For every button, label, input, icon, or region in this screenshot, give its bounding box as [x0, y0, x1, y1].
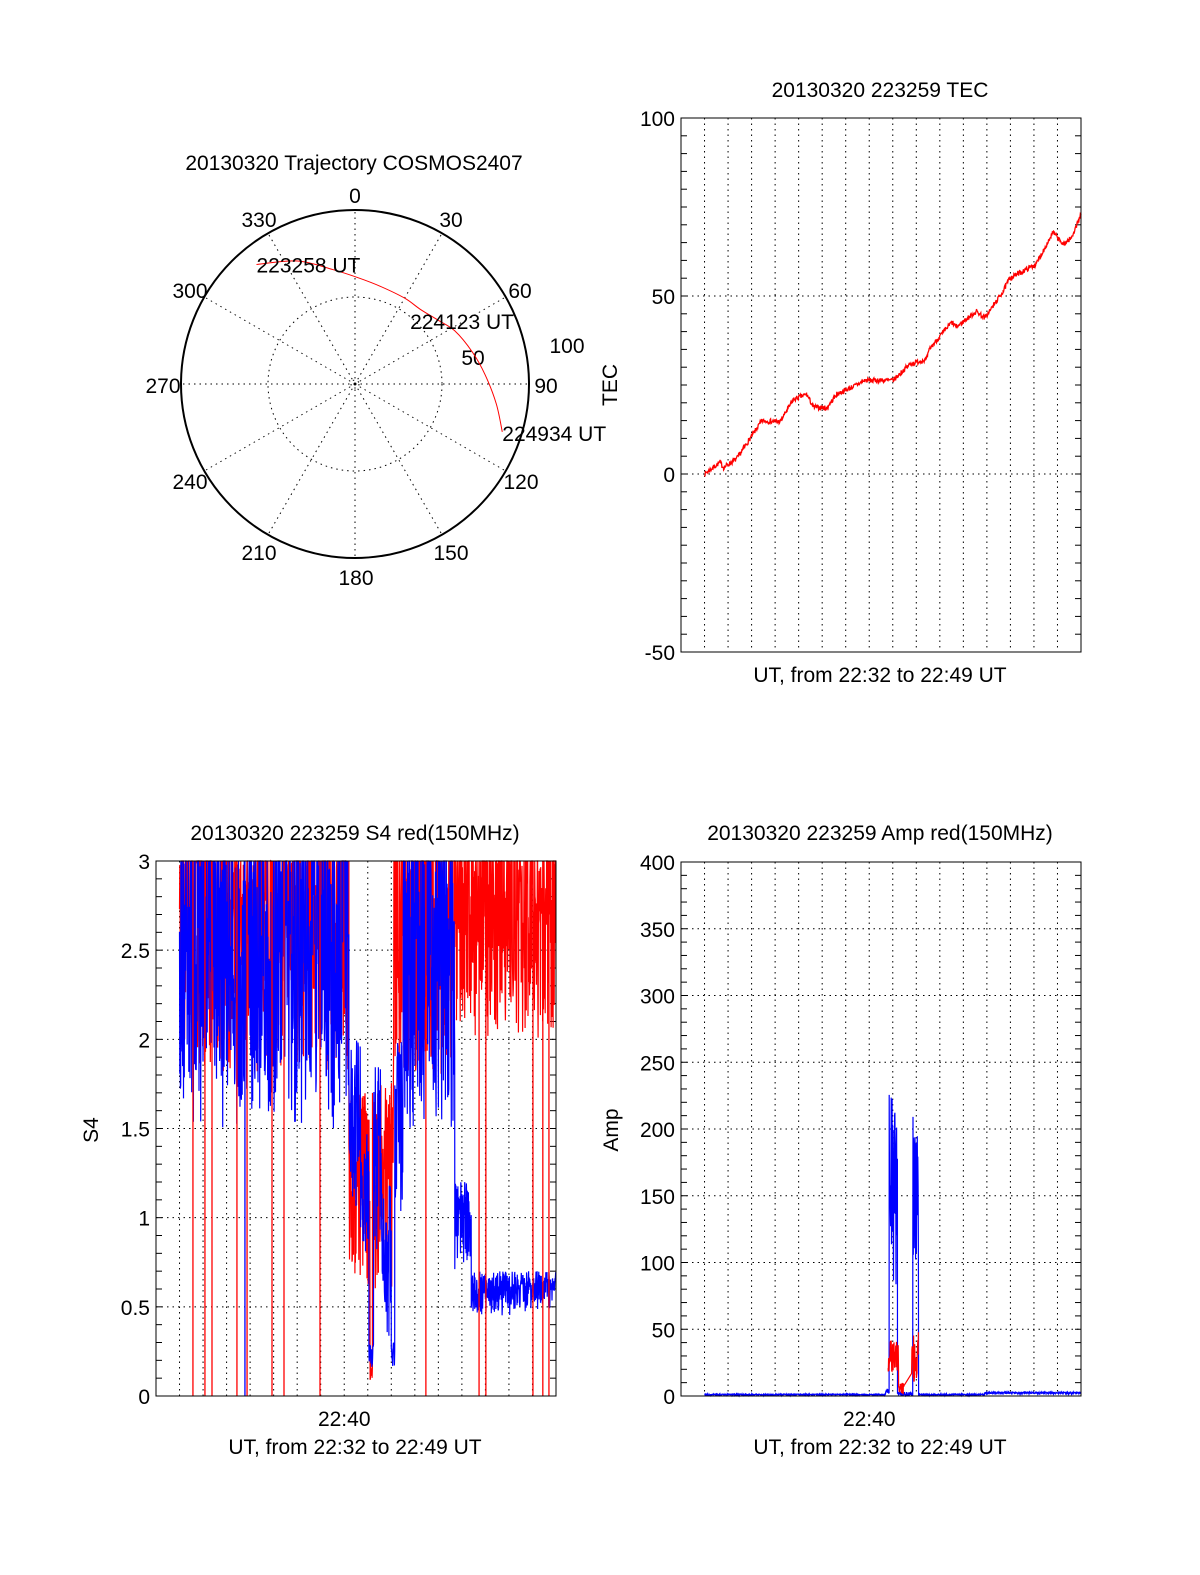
y-tick-label: 100 — [640, 1253, 675, 1276]
plot-frame — [680, 117, 1082, 653]
polar-angle-label-30: 30 — [439, 209, 462, 232]
polar-radial-label-50: 50 — [461, 347, 484, 370]
trajectory-annotation: 223258 UT — [256, 255, 360, 278]
polar-angle-label-150: 150 — [433, 542, 468, 565]
trajectory-annotation: 224123 UT — [410, 311, 514, 334]
polar-spoke-300 — [204, 296, 356, 385]
polar-spoke-150 — [354, 383, 443, 535]
amp-xlabel: UT, from 22:32 to 22:49 UT — [753, 1436, 1006, 1459]
series-line-blue — [704, 1094, 1082, 1398]
polar-spoke-120 — [354, 383, 506, 472]
polar-angle-label-0: 0 — [349, 185, 361, 208]
s4-chart: 20130320 223259 S4 red(150MHz) UT, from … — [80, 822, 557, 1459]
polar-angle-label-210: 210 — [241, 542, 276, 565]
series-line-TEC — [704, 211, 1082, 477]
y-tick-label: 0 — [663, 1386, 675, 1409]
y-tick-label: 50 — [652, 1319, 675, 1342]
plot-area — [178, 859, 557, 1396]
trajectory-line — [256, 260, 503, 432]
s4-ylabel: S4 — [80, 1117, 103, 1143]
y-tick-label: 1.5 — [121, 1119, 150, 1142]
polar-angle-label-120: 120 — [503, 471, 538, 494]
series-line-red — [887, 1332, 919, 1395]
y-tick-label: 350 — [640, 919, 675, 942]
amp-title: 20130320 223259 Amp red(150MHz) — [707, 822, 1053, 845]
y-tick-label: 300 — [640, 986, 675, 1009]
x-tick-label: 22:40 — [318, 1408, 371, 1431]
polar-title: 20130320 Trajectory COSMOS2407 — [185, 152, 522, 175]
y-tick-label: 50 — [652, 286, 675, 309]
y-tick-label: 0.5 — [121, 1297, 150, 1320]
polar-angle-label-330: 330 — [241, 209, 276, 232]
polar-angle-label-270: 270 — [145, 375, 180, 398]
x-tick-label: 22:40 — [843, 1408, 896, 1431]
y-tick-label: 2 — [138, 1029, 150, 1052]
polar-radial-label-100: 100 — [549, 335, 584, 358]
tec-title: 20130320 223259 TEC — [772, 79, 989, 102]
y-tick-label: -50 — [645, 642, 675, 665]
plot-area — [704, 211, 1082, 477]
polar-spoke-330 — [267, 233, 356, 385]
s4-xlabel: UT, from 22:32 to 22:49 UT — [228, 1436, 481, 1459]
y-tick-label: 200 — [640, 1119, 675, 1142]
polar-center-mark — [350, 379, 360, 389]
y-tick-label: 3 — [138, 851, 150, 874]
polar-outer-circle — [180, 209, 530, 559]
polar-spoke-210 — [267, 383, 356, 535]
polar-grid-circle-50 — [267, 296, 443, 472]
tec-chart: 20130320 223259 TEC UT, from 22:32 to 22… — [599, 79, 1082, 687]
polar-angle-label-60: 60 — [508, 280, 531, 303]
trajectory-annotation: 224934 UT — [502, 423, 606, 446]
plot-area — [704, 1094, 1082, 1398]
plot-frame — [680, 861, 1082, 1397]
amp-chart: 20130320 223259 Amp red(150MHz) UT, from… — [600, 822, 1082, 1459]
polar-spoke-240 — [204, 383, 356, 472]
y-tick-label: 2.5 — [121, 940, 150, 963]
polar-angle-label-180: 180 — [338, 567, 373, 590]
polar-spoke-30 — [354, 233, 443, 385]
trajectory-polar-chart: 20130320 Trajectory COSMOS2407 0 30 60 90 12… — [145, 152, 606, 590]
polar-angle-label-90: 90 — [534, 375, 557, 398]
y-tick-label: 0 — [663, 464, 675, 487]
polar-spoke-60 — [354, 296, 506, 385]
polar-angle-label-240: 240 — [172, 471, 207, 494]
tec-xlabel: UT, from 22:32 to 22:49 UT — [753, 664, 1006, 687]
amp-ylabel: Amp — [600, 1108, 623, 1151]
series-line-blue — [178, 860, 557, 1367]
plot-frame — [155, 860, 557, 1397]
y-tick-label: 150 — [640, 1186, 675, 1209]
y-tick-label: 0 — [138, 1386, 150, 1409]
y-tick-label: 250 — [640, 1052, 675, 1075]
s4-title: 20130320 223259 S4 red(150MHz) — [190, 822, 519, 845]
y-tick-label: 400 — [640, 852, 675, 875]
y-tick-label: 100 — [640, 108, 675, 131]
polar-angle-label-300: 300 — [172, 280, 207, 303]
y-tick-label: 1 — [138, 1208, 150, 1231]
tec-ylabel: TEC — [599, 364, 622, 406]
